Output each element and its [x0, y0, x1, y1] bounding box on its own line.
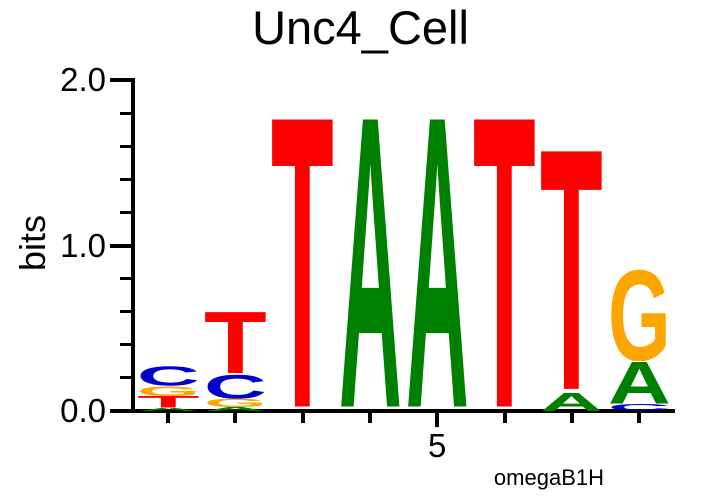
svg-text:A: A: [137, 408, 200, 411]
logo-letter-A-pos8: A: [608, 361, 671, 404]
x-tick-label: 5: [428, 427, 447, 464]
y-minor-tick: [120, 277, 135, 281]
svg-text:T: T: [473, 113, 536, 411]
chart-title: Unc4_Cell: [252, 1, 469, 54]
logo-letter-A-pos2: A: [204, 407, 267, 411]
svg-text:C: C: [608, 404, 671, 411]
y-minor-tick: [120, 111, 135, 115]
svg-text:C: C: [137, 366, 200, 386]
y-tick-label: 2.0: [60, 61, 106, 98]
x-tick: [233, 413, 238, 423]
y-tick-label: 1.0: [60, 226, 106, 264]
y-minor-tick: [120, 310, 135, 314]
x-tick: [637, 413, 642, 423]
svg-text:T: T: [271, 113, 334, 411]
x-tick: [367, 413, 372, 423]
svg-text:G: G: [204, 399, 267, 407]
logo-letter-A-pos4: A: [339, 113, 402, 411]
svg-text:G: G: [608, 269, 671, 362]
x-tick: [569, 413, 574, 423]
y-minor-tick: [120, 144, 135, 148]
svg-text:A: A: [540, 393, 603, 411]
fineprint-label: omegaB1H: [493, 465, 604, 490]
logo-letter-T-pos1: T: [137, 396, 200, 408]
y-tick-label: 0.0: [60, 392, 106, 429]
y-minor-tick: [120, 343, 135, 347]
y-minor-tick: [120, 376, 135, 380]
logo-letter-T-pos2: T: [204, 311, 267, 374]
y-minor-tick: [120, 177, 135, 181]
y-major-tick: [110, 243, 135, 248]
svg-text:A: A: [339, 113, 402, 411]
y-major-tick: [110, 409, 135, 413]
logo-letter-C-pos1: C: [137, 366, 200, 386]
x-tick: [435, 413, 440, 427]
logo-letter-G-pos1: G: [137, 386, 200, 396]
svg-text:G: G: [137, 386, 200, 396]
logo-letter-C-pos8: C: [608, 404, 671, 411]
y-minor-tick: [120, 210, 135, 214]
svg-text:A: A: [204, 407, 267, 411]
logo-letter-G-pos2: G: [204, 399, 267, 407]
svg-text:C: C: [204, 374, 267, 399]
x-axis-line: [131, 409, 675, 413]
svg-text:A: A: [608, 361, 671, 404]
x-tick: [166, 413, 170, 423]
y-major-tick: [110, 78, 135, 82]
x-tick: [300, 413, 305, 423]
svg-text:T: T: [137, 396, 200, 408]
logo-letter-T-pos7: T: [540, 146, 603, 393]
logo-letter-T-pos6: T: [473, 113, 536, 411]
logo-letter-C-pos2: C: [204, 374, 267, 399]
x-tick: [502, 413, 507, 423]
svg-text:A: A: [406, 113, 469, 411]
logo-letter-A-pos7: A: [540, 393, 603, 411]
svg-text:T: T: [204, 311, 267, 374]
logo-letter-T-pos3: T: [271, 113, 334, 411]
logo-letter-A-pos5: A: [406, 113, 469, 411]
logo-letter-G-pos8: G: [608, 269, 671, 362]
svg-text:T: T: [540, 146, 603, 393]
logo-letter-A-pos1: A: [137, 408, 200, 411]
